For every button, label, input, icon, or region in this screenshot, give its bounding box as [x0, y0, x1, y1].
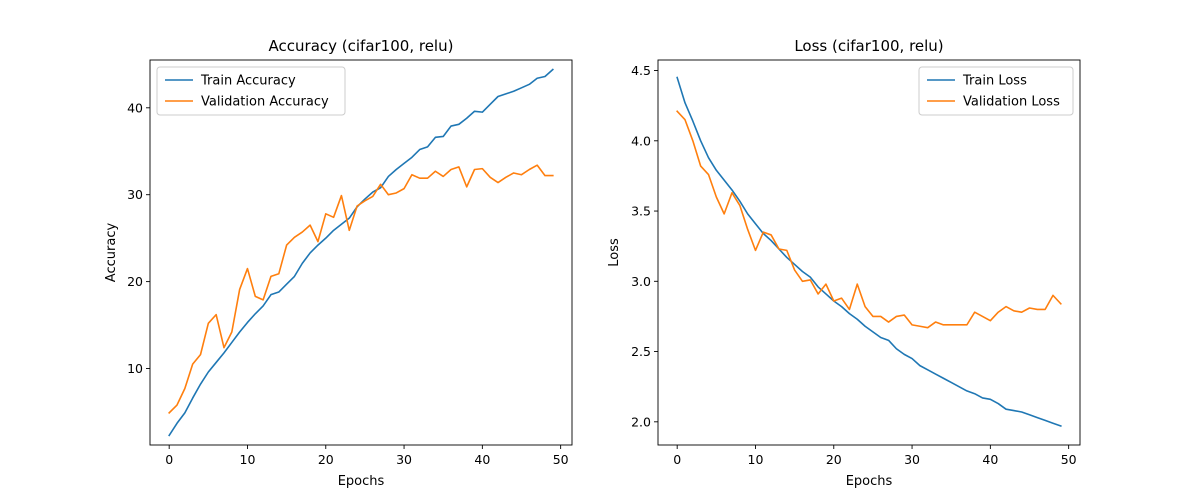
legend-entry: Validation Loss	[963, 95, 1060, 110]
chart-title: Loss (cifar100, relu)	[794, 37, 943, 55]
series-line-train-loss	[676, 76, 1062, 428]
x-tick-label: 0	[165, 452, 173, 467]
axes-frame	[657, 59, 1081, 446]
x-tick-label: 0	[673, 452, 681, 467]
series-line-validation-accuracy	[168, 164, 554, 414]
legend-entry: Validation Accuracy	[201, 95, 329, 110]
x-tick-label: 20	[318, 452, 334, 467]
x-tick-label: 30	[904, 452, 920, 467]
accuracy-chart: 0 10 20 30 40 50 10 20 30 40 Accuracy (cifar100, r…	[104, 37, 573, 489]
series-line-train-accuracy	[168, 68, 554, 437]
legend: Train Accuracy Validation Accuracy	[156, 66, 346, 116]
y-tick-label: 4.0	[631, 133, 651, 148]
x-tick-label: 50	[553, 452, 569, 467]
x-tick-label: 10	[240, 452, 256, 467]
legend-entry: Train Loss	[962, 74, 1027, 89]
legend: Train Loss Validation Loss	[918, 66, 1074, 116]
axes-frame	[149, 59, 573, 446]
legend-box	[156, 66, 346, 116]
y-tick-label: 4.5	[631, 63, 651, 78]
chart-title: Accuracy (cifar100, relu)	[269, 37, 454, 55]
x-axis-label: Epochs	[338, 474, 385, 489]
y-tick-label: 20	[127, 274, 143, 289]
x-axis-label: Epochs	[846, 474, 893, 489]
y-axis-label: Accuracy	[104, 223, 119, 283]
y-tick-label: 2.5	[631, 344, 651, 359]
y-tick-label: 2.0	[631, 414, 651, 429]
legend-box	[918, 66, 1074, 116]
y-tick-label: 10	[127, 361, 143, 376]
y-tick-label: 3.0	[631, 274, 651, 289]
y-tick-label: 3.5	[631, 204, 651, 219]
x-tick-label: 40	[982, 452, 998, 467]
y-tick-label: 30	[127, 187, 143, 202]
x-tick-label: 40	[474, 452, 490, 467]
x-tick-label: 20	[826, 452, 842, 467]
y-axis-label: Loss	[607, 238, 622, 267]
x-tick-label: 50	[1061, 452, 1077, 467]
series-line-validation-loss	[676, 110, 1062, 329]
loss-chart: 0 10 20 30 40 50 2.0 2.5 3.0 3.5 4.0 4.5 Loss (cifar…	[607, 37, 1081, 489]
x-tick-label: 30	[396, 452, 412, 467]
y-tick-label: 40	[127, 100, 143, 115]
x-tick-label: 10	[748, 452, 764, 467]
legend-entry: Train Accuracy	[200, 74, 296, 89]
